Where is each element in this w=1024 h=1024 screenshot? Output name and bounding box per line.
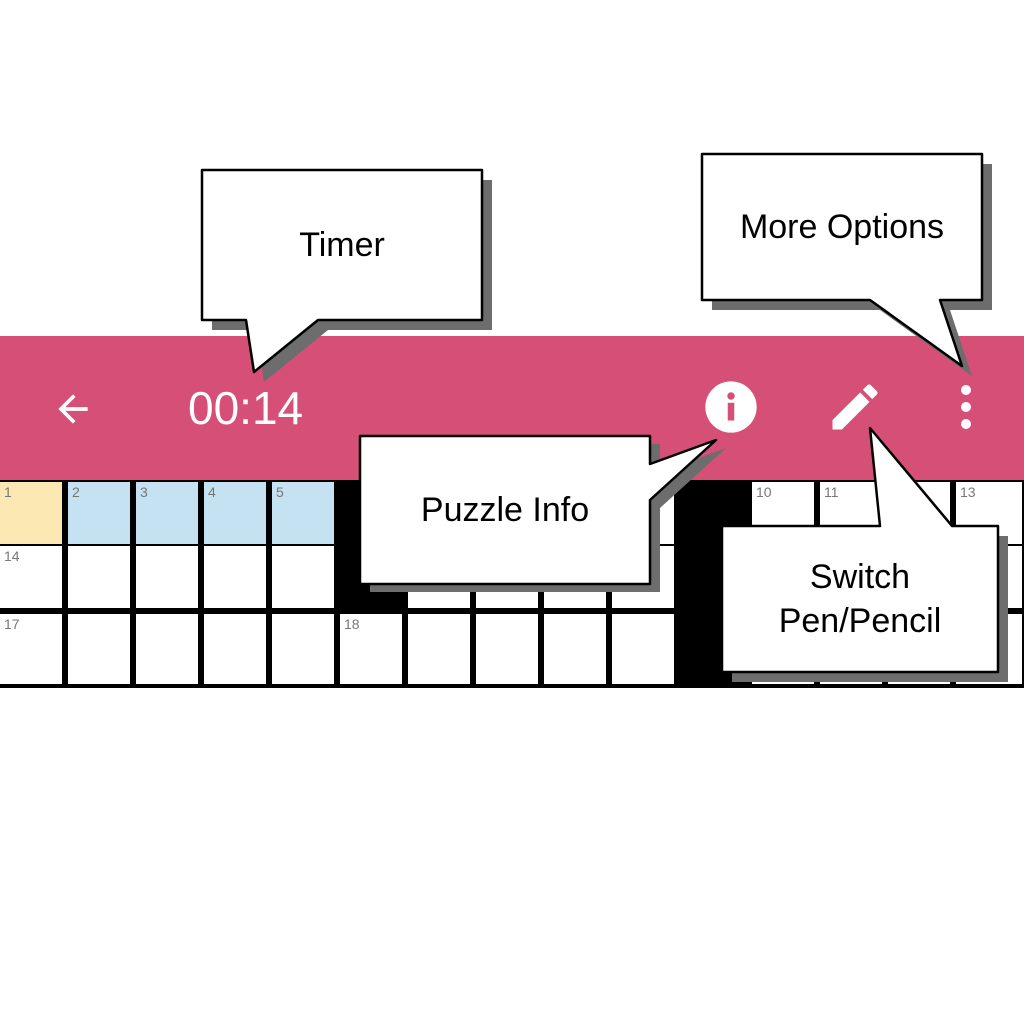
grid-cell[interactable]: 18 bbox=[340, 614, 402, 684]
timer-display: 00:14 bbox=[188, 382, 304, 434]
grid-cell[interactable]: 17 bbox=[0, 614, 62, 684]
grid-cell[interactable]: 3 bbox=[136, 482, 198, 544]
grid-cell[interactable] bbox=[136, 614, 198, 684]
grid-cell[interactable]: 1 bbox=[0, 482, 62, 544]
cell-number: 11 bbox=[824, 484, 839, 500]
pencil-icon bbox=[832, 384, 878, 430]
more-options-button[interactable] bbox=[936, 374, 996, 440]
grid-cell[interactable]: 2 bbox=[68, 482, 130, 544]
pen-pencil-toggle-button[interactable] bbox=[822, 374, 888, 440]
puzzle-info-callout: Puzzle Info bbox=[356, 428, 726, 594]
grid-cell[interactable] bbox=[68, 546, 130, 608]
grid-cell[interactable] bbox=[272, 546, 334, 608]
arrow-left-icon bbox=[58, 394, 88, 424]
info-circle-icon bbox=[705, 381, 757, 433]
switch-pen-pencil-callout-label: Switch Pen/Pencil bbox=[778, 558, 942, 640]
timer-callout-label: Timer bbox=[299, 226, 385, 264]
grid-cell[interactable]: 4 bbox=[204, 482, 266, 544]
cell-number: 3 bbox=[140, 484, 148, 500]
timer-callout: Timer bbox=[198, 166, 492, 382]
puzzle-info-button[interactable] bbox=[698, 374, 764, 440]
cell-number: 10 bbox=[756, 484, 772, 500]
puzzle-info-callout-label: Puzzle Info bbox=[420, 491, 590, 529]
grid-cell[interactable] bbox=[136, 546, 198, 608]
grid-cell[interactable] bbox=[544, 614, 606, 684]
more-options-callout: More Options bbox=[698, 150, 998, 380]
cell-number: 5 bbox=[276, 484, 284, 500]
switch-pen-pencil-callout: Switch Pen/Pencil bbox=[718, 420, 1008, 682]
cell-number: 13 bbox=[960, 484, 976, 500]
more-vertical-icon bbox=[961, 385, 971, 429]
back-button[interactable] bbox=[40, 376, 106, 442]
grid-cell[interactable]: 5 bbox=[272, 482, 334, 544]
cell-number: 2 bbox=[72, 484, 80, 500]
grid-cell[interactable] bbox=[272, 614, 334, 684]
grid-cell[interactable] bbox=[476, 614, 538, 684]
cell-number: 18 bbox=[344, 616, 360, 632]
grid-cell[interactable] bbox=[68, 614, 130, 684]
cell-number: 1 bbox=[4, 484, 12, 500]
cell-number: 14 bbox=[4, 548, 20, 564]
more-options-callout-label: More Options bbox=[739, 208, 945, 246]
grid-cell[interactable]: 14 bbox=[0, 546, 62, 608]
grid-cell[interactable] bbox=[612, 614, 674, 684]
cell-number: 4 bbox=[208, 484, 216, 500]
cell-number: 17 bbox=[4, 616, 20, 632]
grid-cell[interactable] bbox=[408, 614, 470, 684]
grid-cell[interactable] bbox=[204, 546, 266, 608]
grid-cell[interactable] bbox=[204, 614, 266, 684]
